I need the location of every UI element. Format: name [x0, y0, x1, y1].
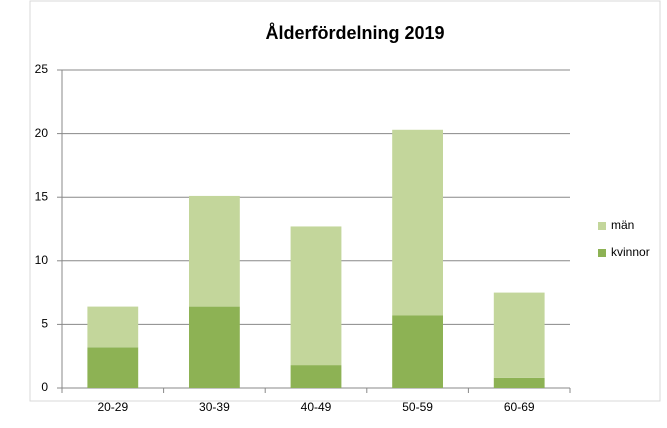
chart-title: Ålderfördelning 2019: [265, 23, 444, 43]
bar-segment: [392, 315, 443, 388]
y-tick-label: 15: [35, 189, 49, 203]
legend-label: män: [611, 218, 634, 232]
y-tick-label: 5: [41, 317, 48, 331]
legend-swatch: [598, 249, 606, 257]
bar-segment: [87, 306, 139, 348]
x-tick-label: 20-29: [97, 400, 128, 414]
bar-segment: [189, 195, 240, 307]
bar-segment: [493, 292, 545, 378]
y-tick-label: 20: [35, 126, 49, 140]
y-tick-label: 25: [35, 62, 49, 76]
legend-label: kvinnor: [611, 245, 650, 259]
bar-segment: [493, 377, 545, 388]
y-tick-label: 0: [41, 380, 48, 394]
x-tick-label: 50-59: [402, 400, 433, 414]
x-tick-label: 40-49: [301, 400, 332, 414]
bar-segment: [290, 226, 342, 366]
x-tick-label: 30-39: [199, 400, 230, 414]
y-tick-label: 10: [35, 253, 49, 267]
legend-swatch: [598, 222, 606, 230]
bar-segment: [189, 306, 240, 388]
bar-segment: [290, 365, 342, 388]
bar-segment: [392, 129, 443, 316]
x-tick-label: 60-69: [504, 400, 535, 414]
bar-segment: [87, 347, 139, 388]
